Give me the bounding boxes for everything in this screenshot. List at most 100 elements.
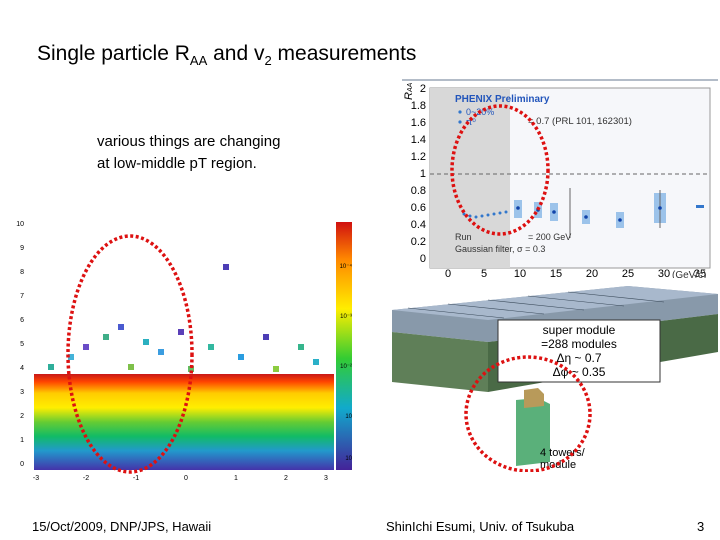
heatmap-cell [143, 339, 149, 345]
colorbar-tick: 10⁻² [340, 364, 352, 370]
heatmap-band [34, 374, 334, 470]
data-point [498, 211, 502, 215]
heatmap-cell [128, 364, 134, 370]
y-tick: 9 [20, 245, 24, 252]
data-point [492, 212, 496, 216]
plot-header: PHENIX Preliminary [455, 94, 550, 105]
x-tick: 35 [694, 268, 706, 278]
x-tick: -1 [133, 475, 139, 482]
heatmap-cell [103, 334, 109, 340]
legend-2: π⁰ [466, 117, 476, 127]
heatmap-cell [298, 344, 304, 350]
heatmap-cell [313, 359, 319, 365]
heatmap-cell [68, 354, 74, 360]
energy-label: = 200 GeV [528, 232, 571, 242]
heatmap-cell [83, 344, 89, 350]
heatmap-cell [48, 364, 54, 370]
legend-marker-1 [458, 110, 462, 114]
x-tick: 2 [284, 475, 288, 482]
y-tick: 5 [20, 341, 24, 348]
heatmap-y-ticks: 10 9 8 7 6 5 4 3 2 1 0 [16, 221, 24, 468]
footer-author: ShinIchi Esumi, Univ. of Tsukuba [386, 519, 575, 534]
colorbar-tick: 10 [345, 414, 352, 420]
heatmap-cell [223, 264, 229, 270]
note-line-1: various things are changing [97, 133, 281, 150]
heatmap-plot: 10 9 8 7 6 5 4 3 2 1 0 -3 -2 -1 0 1 2 3 … [16, 218, 353, 482]
slide-title: Single particle RAA and v2 measurements [37, 42, 417, 69]
detector-label-2: =288 modules [541, 337, 617, 351]
detector-label-3: Δη ~ 0.7 [556, 351, 601, 365]
heatmap-cell [263, 334, 269, 340]
data-point [480, 214, 484, 218]
grid-line [407, 307, 505, 319]
y-tick: 1 [420, 168, 426, 180]
y-axis-label: RAA [403, 82, 415, 100]
y-tick: 10 [16, 221, 24, 228]
x-ticks: 0 5 10 15 20 25 30 35 [445, 268, 706, 278]
x-tick: 30 [658, 268, 670, 278]
heatmap-cell [238, 354, 244, 360]
y-tick: 8 [20, 269, 24, 276]
highlight-ellipse [450, 104, 550, 236]
heatmap-cell [178, 329, 184, 335]
y-tick: 1.8 [411, 100, 426, 112]
grid-line [527, 295, 625, 307]
y-tick: 0 [420, 253, 426, 265]
x-axis-label: (GeV/c) [672, 270, 706, 278]
x-tick: -2 [83, 475, 89, 482]
reference-text: = 0.7 (PRL 101, 162301) [528, 116, 632, 127]
x-tick: -3 [33, 475, 39, 482]
y-tick: 1.4 [411, 134, 426, 146]
x-tick: 0 [184, 475, 188, 482]
data-point [584, 215, 588, 219]
grid-line [447, 303, 545, 315]
y-tick: 0.8 [411, 185, 426, 197]
low-pt-points [462, 210, 508, 219]
page-number: 3 [697, 519, 705, 534]
heatmap-cell [118, 324, 124, 330]
y-tick: 4 [20, 365, 24, 372]
detector-top-face [392, 286, 718, 320]
detector-label-1: super module [543, 323, 616, 337]
detector-highlight-ellipse [464, 355, 592, 472]
data-point [504, 210, 508, 214]
detector-label-5: 4 towers/ [540, 447, 586, 459]
grid-line [567, 291, 665, 303]
x-tick: 3 [324, 475, 328, 482]
heatmap-x-ticks: -3 -2 -1 0 1 2 3 [33, 475, 328, 482]
y-tick: 3 [20, 389, 24, 396]
heatmap-cell [188, 366, 194, 372]
filter-label: Gaussian filter, σ = 0.3 [455, 244, 545, 254]
heatmap-scatter [48, 264, 319, 372]
y-tick: 0.4 [411, 219, 426, 231]
heatmap-cell [208, 344, 214, 350]
x-tick: 10 [514, 268, 526, 278]
y-tick: 7 [20, 293, 24, 300]
detector-illustration: super module =288 modules Δη ~ 0.7 Δφ ~ … [392, 286, 718, 472]
y-tick: 2 [420, 83, 426, 95]
x-tick: 0 [445, 268, 451, 278]
heatmap-cell [273, 366, 279, 372]
detector-front [392, 332, 488, 392]
data-point [618, 218, 622, 222]
colorbar-tick: 10 [345, 456, 352, 462]
data-point [462, 212, 466, 216]
data-point [468, 214, 472, 218]
x-tick: 25 [622, 268, 634, 278]
y-tick: 0.2 [411, 236, 426, 248]
colorbar-ticks: 10⁻⁴ 10⁻³ 10⁻² 10 10 [340, 263, 353, 462]
y-tick: 1.6 [411, 117, 426, 129]
data-point [474, 215, 478, 219]
y-tick: 6 [20, 317, 24, 324]
y-tick: 0.6 [411, 202, 426, 214]
note-line-2: at low-middle pT region. [97, 155, 257, 172]
heatmap-highlight-ellipse [66, 234, 194, 474]
colorbar [336, 222, 352, 470]
data-point [696, 205, 704, 208]
tower-top [524, 388, 544, 408]
footer-date-venue: 15/Oct/2009, DNP/JPS, Hawaii [32, 519, 212, 534]
y-ticks: 2 1.8 1.6 1.4 1.2 1 0.8 0.6 0.4 0.2 0 [411, 83, 426, 265]
x-tick: 1 [234, 475, 238, 482]
legend-marker-2 [458, 120, 462, 124]
tower-module [516, 398, 550, 466]
